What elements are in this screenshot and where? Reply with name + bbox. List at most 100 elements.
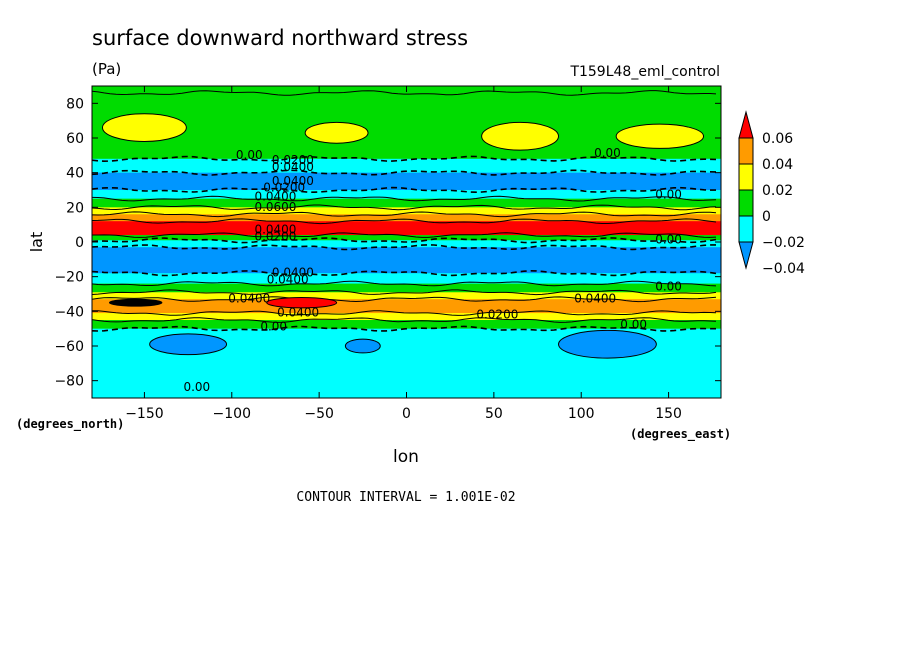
- colorbar-label-4: −0.02: [762, 235, 805, 251]
- contour-label-16: 0.00: [594, 146, 621, 160]
- units-label: (Pa): [92, 60, 121, 78]
- contour-label-19: 0.00: [655, 280, 682, 294]
- colorbar-box-3: [738, 215, 754, 243]
- y-tick-label-7: 60: [66, 131, 84, 147]
- contour-label-9: 0.0400: [272, 266, 314, 280]
- contour-line-18: [92, 325, 716, 332]
- contour-patch-5: [344, 338, 381, 354]
- x-tick-label-3: 0: [402, 406, 411, 422]
- contour-patch-4: [149, 333, 228, 356]
- contour-label-6: 0.0600: [254, 200, 296, 214]
- contour-label-13: 0.00: [260, 319, 287, 333]
- contour-band-17: [92, 320, 721, 330]
- contour-band-5: [92, 198, 721, 208]
- colorbar-arrow-bottom: [738, 241, 754, 270]
- plot-area: 0.00 0.02000.04000.04000.02000.04000.0600…: [92, 86, 721, 398]
- contour-line-12: [92, 269, 717, 277]
- y-units-label: (degrees_north): [16, 417, 124, 432]
- contour-label-8: 0.0200: [254, 229, 296, 243]
- contour-line-8: [92, 218, 717, 225]
- contour-label-10: 0.0400: [267, 273, 309, 287]
- contour-label-21: 0.00: [183, 380, 210, 394]
- contour-label-3: 0.0400: [272, 174, 314, 188]
- contour-label-20: 0.00: [620, 318, 647, 332]
- contour-band-11: [92, 247, 721, 274]
- contour-line-17: [92, 317, 717, 323]
- run-label: T159L48_eml_control: [569, 64, 720, 80]
- contour-label-15: 0.0400: [574, 292, 616, 306]
- x-tick-label-2: −50: [304, 406, 334, 422]
- y-tick-label-8: 80: [66, 96, 84, 112]
- colorbar-box-2: [738, 189, 754, 217]
- y-tick-label-3: −20: [54, 270, 84, 286]
- y-tick-label-6: 40: [66, 166, 84, 182]
- contour-band-3: [92, 172, 721, 191]
- y-axis-label: lat: [27, 232, 46, 253]
- contour-line-6: [92, 204, 717, 211]
- colorbar-box-0: [738, 137, 754, 165]
- colorbar-box-1: [738, 163, 754, 191]
- contour-label-1: 0.0200: [272, 153, 314, 167]
- y-tick-label-1: −60: [54, 339, 84, 355]
- colorbar-arrow-top: [738, 110, 754, 139]
- contour-band-13: [92, 283, 721, 293]
- contour-band-15: [92, 299, 721, 314]
- x-tick-label-1: −100: [213, 406, 251, 422]
- contour-band-2: [92, 158, 721, 174]
- contour-line-11: [92, 244, 716, 251]
- contour-line-10: [92, 237, 717, 244]
- contour-patch-3: [615, 123, 705, 149]
- contour-band-6: [92, 207, 721, 215]
- contour-band-10: [92, 240, 721, 248]
- contour-line-7: [92, 211, 717, 218]
- colorbar-label-0: 0.06: [762, 131, 793, 147]
- x-tick-label-6: 150: [655, 406, 682, 422]
- contour-label-17: 0.00: [655, 188, 682, 202]
- contour-patch-0: [101, 113, 187, 142]
- contour-label-2: 0.0400: [272, 160, 314, 174]
- contour-label-18: 0.00: [655, 233, 682, 247]
- contour-label-14: 0.0200: [476, 307, 518, 321]
- colorbar-label-5: −0.04: [762, 261, 805, 277]
- contour-band-4: [92, 190, 721, 200]
- x-axis: −150 −100 −50 0 50 100 150: [125, 86, 682, 422]
- y-tick-label-0: −80: [54, 374, 84, 390]
- contour-label-7: 0.0400: [254, 222, 296, 236]
- contour-band-8: [92, 221, 721, 236]
- contour-line-13: [92, 280, 717, 287]
- contour-patch-6: [558, 329, 657, 359]
- contour-label-4: 0.0200: [263, 181, 305, 195]
- contour-line-1: [92, 90, 717, 96]
- contour-line-9: [92, 232, 717, 238]
- colorbar: 0.06 0.04 0.02 0 −0.02 −0.04: [738, 110, 805, 277]
- contour-line-5: [92, 195, 717, 202]
- contour-band-16: [92, 313, 721, 321]
- y-tick-label-5: 20: [66, 200, 84, 216]
- contour-band-1: [92, 92, 721, 160]
- x-tick-label-4: 50: [485, 406, 503, 422]
- contour-line-15: [92, 296, 717, 303]
- contour-band-14: [92, 292, 721, 300]
- contour-label-12: 0.0400: [277, 306, 319, 320]
- x-tick-label-5: 100: [568, 406, 595, 422]
- contour-line-16: [92, 310, 717, 316]
- y-axis: −80 −60 −40 −20 0 20 40 60 80: [54, 96, 721, 390]
- colorbar-label-3: 0: [762, 209, 771, 225]
- contour-label-0: 0.00: [236, 148, 263, 162]
- contour-patch-7: [266, 296, 338, 309]
- contour-patch-8: [108, 298, 163, 307]
- x-tick-label-0: −150: [125, 406, 163, 422]
- chart-title: surface downward northward stress: [92, 26, 468, 50]
- contour-line-4: [92, 186, 716, 194]
- x-units-label: (degrees_east): [630, 427, 731, 442]
- y-tick-label-4: 0: [75, 235, 84, 251]
- contour-label-11: 0.0400: [228, 292, 270, 306]
- contour-patch-2: [481, 121, 560, 151]
- contour-interval-label: CONTOUR INTERVAL = 1.001E-02: [296, 490, 515, 505]
- contour-line-14: [92, 289, 717, 296]
- contour-line-2: [92, 155, 717, 163]
- contour-band-9: [92, 235, 721, 241]
- x-axis-label: lon: [393, 447, 419, 467]
